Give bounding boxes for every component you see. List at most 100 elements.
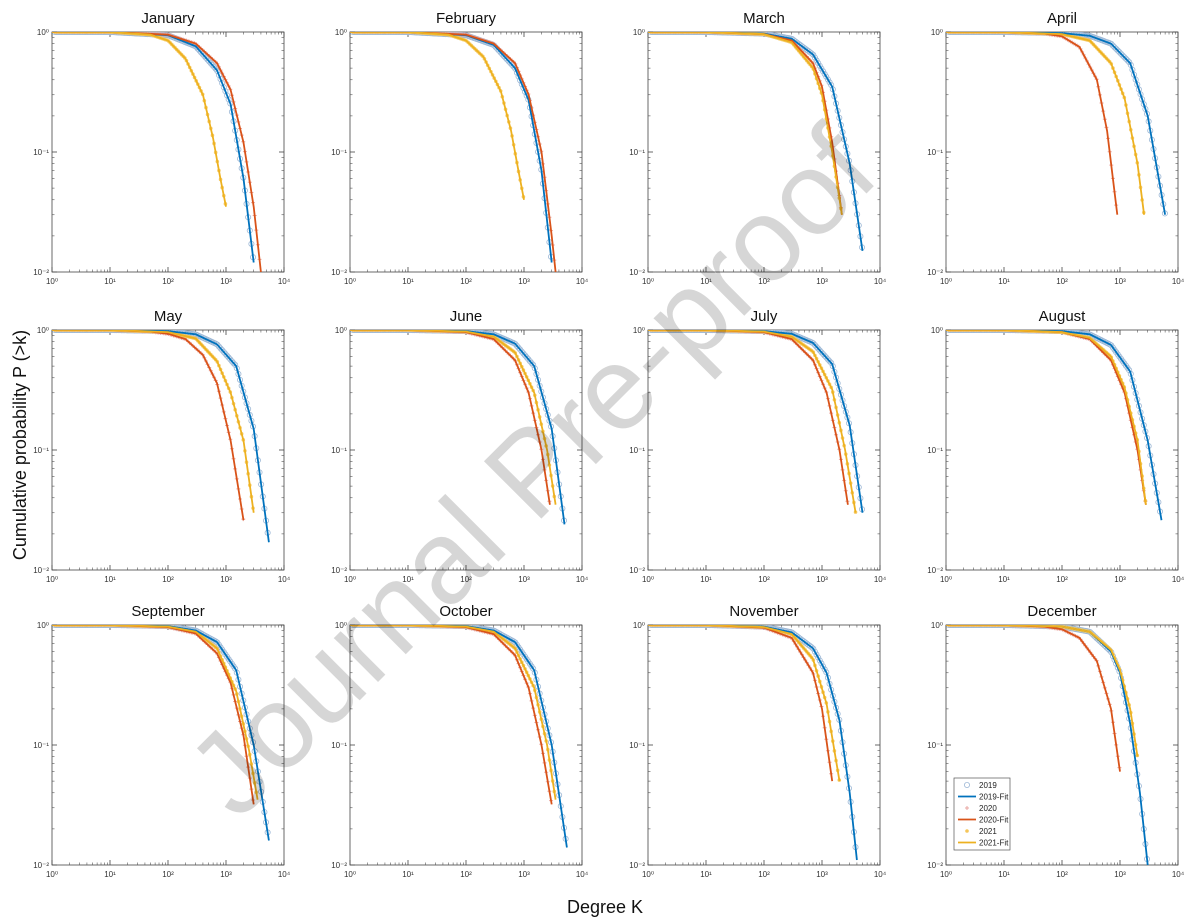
- panel-august: August 10⁰ 10¹ 10² 10³ 10⁴ 10⁰ 10⁻¹ 10⁻²: [927, 308, 1185, 584]
- plot-area: [350, 330, 568, 525]
- data-point: [369, 330, 376, 333]
- data-point: [362, 330, 369, 333]
- data-point: [672, 32, 679, 35]
- plot-area: [52, 32, 262, 272]
- x-tick-label: 10²: [162, 870, 174, 879]
- data-point: [986, 32, 993, 35]
- data-point: [949, 330, 956, 333]
- data-point: [950, 330, 957, 333]
- data-point: [73, 330, 80, 333]
- data-point: [359, 32, 366, 35]
- data-point: [947, 330, 954, 333]
- data-point: [518, 348, 525, 355]
- data-point: [691, 330, 698, 333]
- x-tick-label: 10¹: [104, 870, 116, 879]
- data-point: [984, 330, 991, 333]
- data-point: [68, 330, 75, 333]
- data-point: [224, 352, 231, 359]
- y-tick-label: 10⁰: [37, 326, 49, 335]
- data-point: [683, 32, 690, 35]
- x-tick-label: 10²: [162, 575, 174, 584]
- data-point: [74, 330, 81, 333]
- data-point: [379, 330, 386, 333]
- plot-frame: [945, 329, 1179, 571]
- data-point: [219, 80, 226, 87]
- data-point: [211, 63, 218, 70]
- data-point: [526, 358, 533, 365]
- y-tick-label: 10⁰: [931, 326, 943, 335]
- data-point: [997, 330, 1004, 333]
- data-point: [351, 32, 358, 35]
- data-point: [662, 330, 669, 333]
- data-point: [688, 330, 695, 333]
- x-tick-label: 10³: [220, 575, 232, 584]
- data-point: [232, 361, 239, 368]
- x-tick-label: 10³: [518, 575, 530, 584]
- data-point: [403, 32, 410, 35]
- data-point: [660, 330, 667, 333]
- data-point: [77, 32, 84, 35]
- y-tick-label: 10⁰: [37, 28, 49, 37]
- data-point: [400, 330, 407, 333]
- y-tick-label: 10⁰: [335, 326, 347, 335]
- data-point: [90, 32, 97, 35]
- data-point: [354, 330, 361, 333]
- data-point: [823, 354, 830, 361]
- data-point: [103, 32, 110, 35]
- data-point: [87, 32, 94, 35]
- data-point: [105, 32, 112, 35]
- data-point: [698, 32, 705, 35]
- data-point: [56, 32, 63, 35]
- data-point: [390, 32, 397, 35]
- data-point: [962, 330, 969, 333]
- data-point: [988, 330, 995, 333]
- data-point: [672, 330, 679, 333]
- data-point: [380, 330, 387, 333]
- data-point: [387, 32, 394, 35]
- data-point: [400, 32, 407, 35]
- data-point: [678, 330, 685, 333]
- data-point: [691, 32, 698, 35]
- data-point: [71, 32, 78, 35]
- data-point: [384, 330, 391, 333]
- data-point: [818, 349, 825, 356]
- data-point: [656, 32, 663, 35]
- data-point: [361, 330, 368, 333]
- data-point: [396, 32, 403, 35]
- panel-title: January: [141, 10, 195, 27]
- panel-april: April 10⁰ 10¹ 10² 10³ 10⁴ 10⁰ 10⁻¹ 10⁻²: [927, 10, 1185, 286]
- y-tick-label: 10⁻²: [331, 566, 347, 575]
- data-point: [662, 32, 669, 35]
- data-point: [367, 330, 374, 333]
- data-point: [968, 330, 975, 333]
- x-tick-label: 10²: [460, 870, 472, 879]
- data-point: [958, 32, 965, 35]
- data-point: [694, 32, 701, 35]
- panel-title: October: [439, 603, 492, 620]
- data-point: [403, 330, 410, 333]
- data-point: [98, 32, 105, 35]
- panel-title: April: [1047, 10, 1077, 27]
- x-tick-label: 10¹: [402, 870, 414, 879]
- data-point: [60, 32, 67, 35]
- data-point: [89, 330, 96, 333]
- data-point: [696, 32, 703, 35]
- data-point: [988, 32, 995, 35]
- plot-frame: [349, 624, 583, 866]
- y-tick-label: 10⁻¹: [33, 446, 49, 455]
- panel-july: July 10⁰ 10¹ 10² 10³ 10⁴ 10⁰ 10⁻¹ 10⁻²: [629, 308, 887, 584]
- data-point: [82, 32, 89, 35]
- data-point: [960, 32, 967, 35]
- data-point: [525, 356, 532, 363]
- data-point: [667, 32, 674, 35]
- plot-area: [648, 32, 866, 252]
- data-point: [380, 32, 387, 35]
- data-point: [523, 354, 530, 361]
- fit-line-2021-fit: [648, 330, 857, 513]
- data-point: [954, 32, 961, 35]
- data-point: [401, 32, 408, 35]
- panel-september: September 10⁰ 10¹ 10² 10³ 10⁴ 10⁰ 10⁻¹ 10⁻²: [33, 603, 291, 879]
- data-point: [696, 330, 703, 333]
- panel-march: March 10⁰ 10¹ 10² 10³ 10⁴ 10⁰ 10⁻¹ 10⁻²: [629, 10, 887, 286]
- data-point: [660, 32, 667, 35]
